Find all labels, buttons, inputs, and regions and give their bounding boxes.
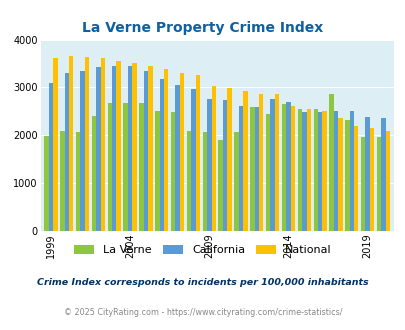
- Bar: [270, 99, 274, 231]
- Bar: [274, 94, 279, 231]
- Bar: [159, 79, 164, 231]
- Bar: [360, 137, 364, 231]
- Bar: [164, 69, 168, 231]
- Legend: La Verne, California, National: La Verne, California, National: [74, 245, 331, 255]
- Bar: [281, 104, 286, 231]
- Bar: [202, 132, 207, 231]
- Bar: [353, 126, 358, 231]
- Bar: [80, 71, 85, 231]
- Bar: [227, 88, 231, 231]
- Bar: [132, 63, 136, 231]
- Bar: [313, 109, 317, 231]
- Bar: [286, 102, 290, 231]
- Bar: [186, 131, 191, 231]
- Bar: [128, 66, 132, 231]
- Bar: [333, 112, 337, 231]
- Bar: [175, 85, 179, 231]
- Bar: [49, 83, 53, 231]
- Bar: [96, 67, 100, 231]
- Bar: [179, 73, 184, 231]
- Bar: [85, 57, 89, 231]
- Bar: [385, 131, 389, 231]
- Bar: [254, 107, 258, 231]
- Bar: [258, 94, 263, 231]
- Bar: [60, 131, 64, 231]
- Bar: [53, 58, 58, 231]
- Bar: [369, 128, 373, 231]
- Bar: [100, 58, 105, 231]
- Bar: [195, 75, 200, 231]
- Text: Crime Index corresponds to incidents per 100,000 inhabitants: Crime Index corresponds to incidents per…: [37, 279, 368, 287]
- Bar: [349, 112, 353, 231]
- Bar: [218, 140, 222, 231]
- Bar: [69, 56, 73, 231]
- Bar: [301, 112, 306, 231]
- Bar: [317, 112, 322, 231]
- Bar: [148, 66, 152, 231]
- Bar: [92, 116, 96, 231]
- Bar: [234, 132, 238, 231]
- Bar: [171, 112, 175, 231]
- Bar: [380, 117, 385, 231]
- Bar: [191, 89, 195, 231]
- Bar: [44, 136, 49, 231]
- Bar: [222, 100, 227, 231]
- Bar: [337, 118, 342, 231]
- Bar: [243, 91, 247, 231]
- Bar: [297, 110, 301, 231]
- Bar: [123, 103, 128, 231]
- Bar: [211, 85, 215, 231]
- Bar: [265, 114, 270, 231]
- Bar: [64, 73, 69, 231]
- Bar: [207, 99, 211, 231]
- Bar: [376, 137, 380, 231]
- Bar: [290, 106, 294, 231]
- Bar: [107, 103, 112, 231]
- Bar: [76, 132, 80, 231]
- Bar: [238, 106, 243, 231]
- Bar: [306, 110, 310, 231]
- Bar: [139, 103, 143, 231]
- Bar: [112, 66, 116, 231]
- Bar: [116, 61, 121, 231]
- Text: © 2025 CityRating.com - https://www.cityrating.com/crime-statistics/: © 2025 CityRating.com - https://www.city…: [64, 308, 341, 317]
- Text: La Verne Property Crime Index: La Verne Property Crime Index: [82, 21, 323, 35]
- Bar: [344, 119, 349, 231]
- Bar: [364, 117, 369, 231]
- Bar: [322, 112, 326, 231]
- Bar: [328, 94, 333, 231]
- Bar: [249, 107, 254, 231]
- Bar: [155, 112, 159, 231]
- Bar: [143, 71, 148, 231]
